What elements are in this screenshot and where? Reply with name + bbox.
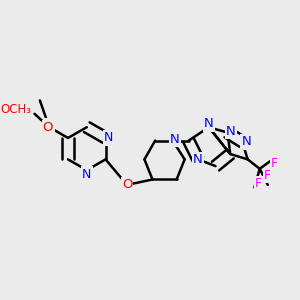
Text: N: N: [226, 125, 236, 138]
Text: N: N: [104, 131, 113, 144]
Text: O: O: [122, 178, 132, 191]
Text: F: F: [271, 157, 278, 170]
Text: O: O: [44, 119, 54, 132]
Text: N: N: [242, 136, 251, 148]
Text: N: N: [170, 133, 180, 146]
Text: OCH₃: OCH₃: [1, 103, 32, 116]
Text: N: N: [82, 168, 92, 181]
Text: F: F: [255, 177, 262, 190]
Text: N: N: [204, 118, 214, 130]
Text: F: F: [264, 169, 271, 182]
Text: N: N: [193, 153, 203, 166]
Text: O: O: [43, 121, 53, 134]
